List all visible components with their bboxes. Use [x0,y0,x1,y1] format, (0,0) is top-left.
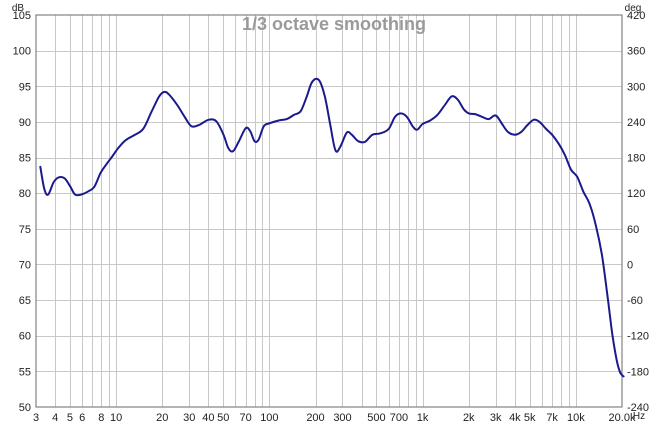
x-tick-label: 500 [367,412,385,424]
chart-title: 1/3 octave smoothing [242,14,426,34]
grid-layer [36,15,622,407]
x-tick-label: 2k [463,412,475,424]
y-tick-label: 75 [19,224,31,236]
y2-tick-label: 180 [627,153,645,165]
y-axis-unit: dB [12,3,25,14]
y2-tick-label: 360 [627,46,645,58]
x-tick-label: 10k [567,412,585,424]
y-tick-label: 55 [19,366,31,378]
y2-tick-label: 0 [627,259,633,271]
y2-tick-label: -60 [627,295,643,307]
y-tick-label: 70 [19,259,31,271]
x-tick-label: 700 [390,412,408,424]
y-tick-label: 50 [19,402,31,414]
x-tick-label: 70 [240,412,252,424]
y2-tick-label: 420 [627,10,645,22]
label-layer: 3 4 5 6 8 10 20 30 40 50 70 100 200 300 500 700 1k 2k 3k 4k… [13,10,649,424]
x-tick-label: 100 [260,412,278,424]
y2-axis-unit: deg [625,3,642,14]
spl-series-line [39,77,625,378]
y2-tick-label: 120 [627,188,645,200]
x-tick-label: 40 [202,412,214,424]
x-tick-label: 3k [490,412,502,424]
x-tick-label: 200 [306,412,324,424]
x-tick-label: 20.0k [609,412,636,424]
x-tick-label: 3 [33,412,39,424]
y2-tick-label: 240 [627,117,645,129]
y-tick-label: 95 [19,81,31,93]
x-tick-label: 8 [98,412,104,424]
plot-frame [35,14,623,408]
x-tick-label: 20 [156,412,168,424]
x-tick-label: 5 [67,412,73,424]
y2-tick-label: 60 [627,224,639,236]
x-axis-unit: Hz [633,411,645,422]
y2-tick-label: -240 [627,402,649,414]
x-tick-label: 300 [333,412,351,424]
x-tick-label: 5k [524,412,536,424]
x-tick-label: 6 [79,412,85,424]
y2-tick-label: -180 [627,366,649,378]
y-tick-label: 65 [19,295,31,307]
x-tick-label: 7k [546,412,558,424]
y-tick-label: 80 [19,188,31,200]
y2-tick-label: -120 [627,331,649,343]
y-tick-label: 60 [19,331,31,343]
y-tick-label: 105 [13,10,31,22]
y-tick-label: 90 [19,117,31,129]
x-tick-label: 1k [417,412,429,424]
x-tick-label: 50 [217,412,229,424]
y-tick-label: 85 [19,153,31,165]
y2-tick-label: 300 [627,81,645,93]
x-tick-label: 10 [110,412,122,424]
x-tick-label: 4k [509,412,521,424]
x-tick-label: 4 [52,412,58,424]
series-layer [39,77,625,378]
y-tick-label: 100 [13,46,31,58]
x-tick-label: 30 [183,412,195,424]
